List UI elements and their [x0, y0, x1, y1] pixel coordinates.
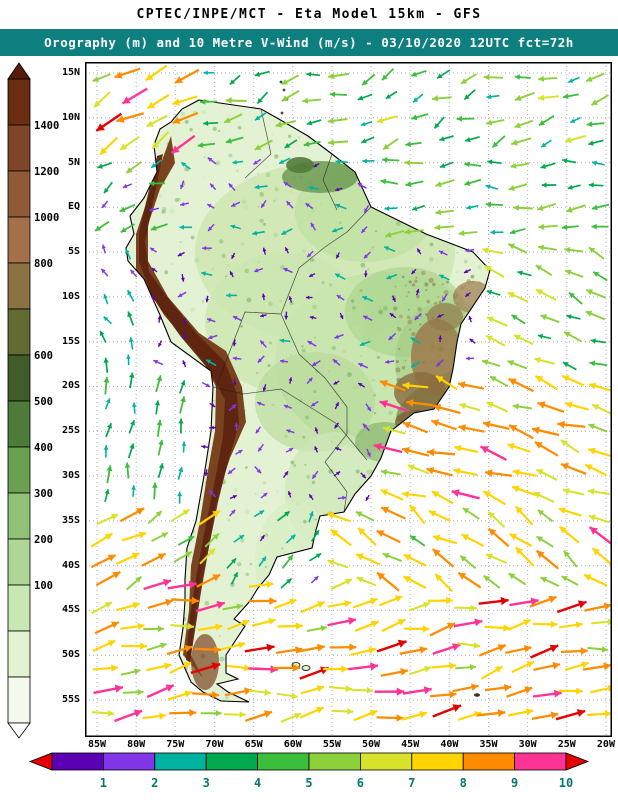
- lon-tick-label: 60W: [277, 739, 309, 750]
- orography-scale-label: 600: [34, 350, 53, 362]
- orography-color-step: [8, 585, 30, 631]
- orography-scale-label: 200: [34, 534, 53, 546]
- map-canvas: [85, 62, 612, 741]
- lat-tick-label: 50S: [50, 649, 80, 660]
- lon-tick-label: 55W: [316, 739, 348, 750]
- orography-color-step: [8, 447, 30, 493]
- wind-scale-label: 5: [305, 776, 312, 790]
- island: [474, 693, 480, 697]
- orography-color-step: [8, 539, 30, 585]
- lon-tick-label: 80W: [120, 739, 152, 750]
- orography-color-step: [8, 309, 30, 355]
- orography-color-step: [8, 217, 30, 263]
- wind-color-step: [309, 753, 360, 770]
- wind-color-step: [103, 753, 154, 770]
- lon-tick-label: 45W: [394, 739, 426, 750]
- wind-scale-label: 3: [203, 776, 210, 790]
- orography-color-step: [8, 493, 30, 539]
- wind-color-step: [258, 753, 309, 770]
- wind-color-step: [360, 753, 411, 770]
- wind-scale-label: 4: [254, 776, 261, 790]
- orography-color-step: [8, 263, 30, 309]
- orography-scale-label: 800: [34, 258, 53, 270]
- wind-color-step: [155, 753, 206, 770]
- wind-colorbar-svg: 1 2 3 4 5 6 7 8 9 10: [0, 750, 618, 798]
- orography-color-step: [8, 171, 30, 217]
- lon-tick-label: 75W: [159, 739, 191, 750]
- lat-tick-label: 15S: [50, 336, 80, 347]
- wind-scale-label: 10: [559, 776, 573, 790]
- lon-tick-label: 20W: [590, 739, 618, 750]
- orography-scale-label: 1000: [34, 212, 59, 224]
- orography-color-step: [8, 677, 30, 723]
- orography-scale-label: 300: [34, 488, 53, 500]
- orography-color-step: [8, 631, 30, 677]
- wind-scale-label: 6: [357, 776, 364, 790]
- orography-color-step: [8, 125, 30, 171]
- wind-color-step: [52, 753, 103, 770]
- lon-tick-label: 25W: [551, 739, 583, 750]
- map-svg: [85, 62, 612, 737]
- wind-color-step: [206, 753, 257, 770]
- orography-scale-label: 1200: [34, 166, 59, 178]
- lat-tick-label: 10S: [50, 291, 80, 302]
- wind-scale-label: 8: [460, 776, 467, 790]
- lat-tick-label: 45S: [50, 604, 80, 615]
- wind-scale-label: 7: [408, 776, 415, 790]
- lon-tick-label: 50W: [355, 739, 387, 750]
- lat-tick-label: EQ: [50, 201, 80, 212]
- orography-color-step: [8, 355, 30, 401]
- lon-tick-label: 70W: [198, 739, 230, 750]
- lat-tick-label: 40S: [50, 560, 80, 571]
- chart-title: CPTEC/INPE/MCT - Eta Model 15km - GFS: [0, 7, 618, 22]
- wind-scale-label: 1: [100, 776, 107, 790]
- lat-tick-label: 55S: [50, 694, 80, 705]
- lon-tick-label: 85W: [81, 739, 113, 750]
- subtitle-bar: Orography (m) and 10 Metre V-Wind (m/s) …: [0, 29, 618, 56]
- wind-scale-label: 2: [151, 776, 158, 790]
- orography-color-step: [8, 79, 30, 125]
- lat-tick-label: 15N: [50, 67, 80, 78]
- lat-tick-label: 5S: [50, 246, 80, 257]
- wind-color-step: [463, 753, 514, 770]
- island: [302, 666, 310, 671]
- orography-scale-label: 400: [34, 442, 53, 454]
- wind-color-step: [412, 753, 463, 770]
- wind-scale-label: 9: [511, 776, 518, 790]
- lon-tick-label: 65W: [238, 739, 270, 750]
- wind-speed-colorbar: 1 2 3 4 5 6 7 8 9 10: [0, 750, 618, 802]
- lat-tick-label: 35S: [50, 515, 80, 526]
- lat-tick-label: 10N: [50, 112, 80, 123]
- lat-tick-label: 20S: [50, 380, 80, 391]
- lat-tick-label: 5N: [50, 157, 80, 168]
- orography-scale-label: 100: [34, 580, 53, 592]
- wind-color-step: [515, 753, 566, 770]
- lon-tick-label: 35W: [473, 739, 505, 750]
- orography-scale-label: 500: [34, 396, 53, 408]
- lat-tick-label: 25S: [50, 425, 80, 436]
- lon-tick-label: 40W: [433, 739, 465, 750]
- lon-tick-label: 30W: [512, 739, 544, 750]
- orography-color-step: [8, 401, 30, 447]
- lat-tick-label: 30S: [50, 470, 80, 481]
